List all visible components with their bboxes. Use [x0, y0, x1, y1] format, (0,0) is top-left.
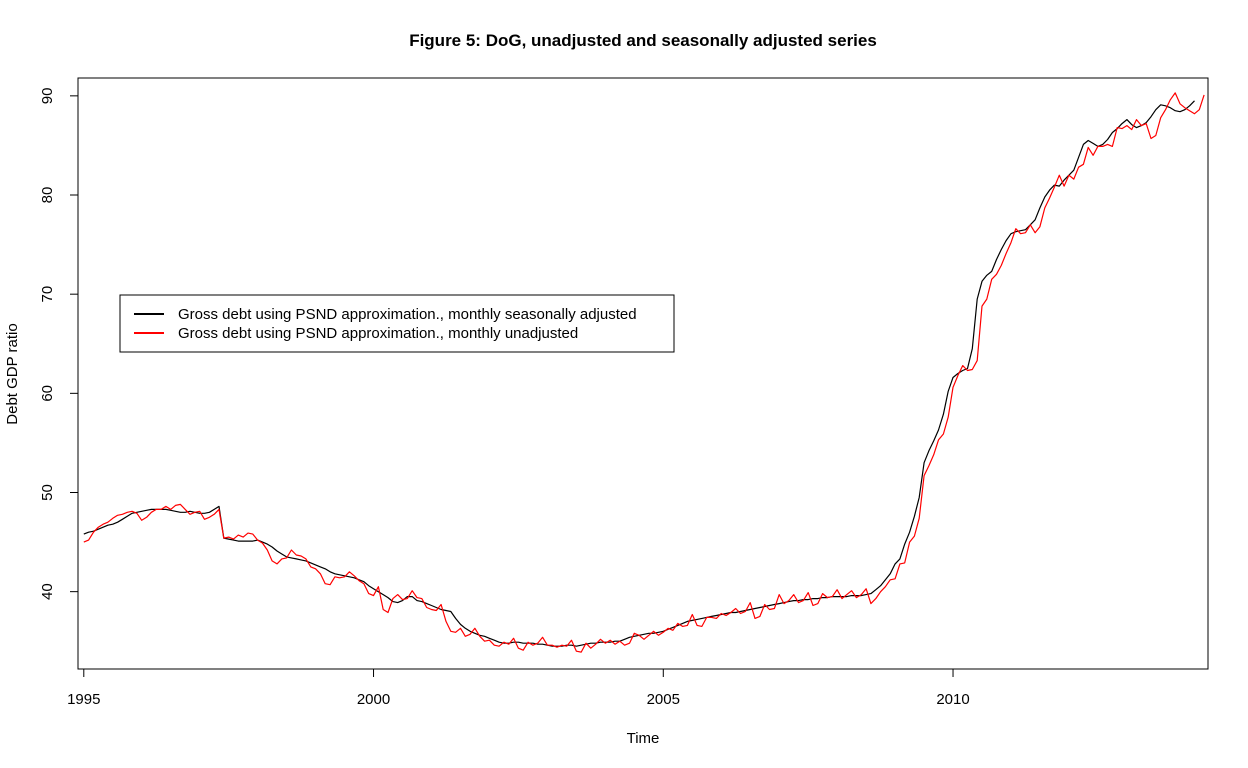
y-axis: 40 50 60 70 80 90 — [39, 88, 79, 600]
legend-label-unadjusted: Gross debt using PSND approximation., mo… — [178, 325, 578, 342]
y-tick-label: 80 — [39, 187, 56, 204]
plot-frame — [77, 77, 1209, 670]
series-line-seasonally-adjusted — [83, 100, 1195, 647]
y-tick-label: 50 — [39, 484, 56, 501]
x-axis: 1995 2000 2005 2010 — [67, 668, 970, 708]
x-tick-label: 2010 — [936, 691, 969, 708]
y-tick-label: 60 — [39, 385, 56, 402]
legend: Gross debt using PSND approximation., mo… — [119, 294, 675, 353]
x-tick-label: 2005 — [647, 691, 680, 708]
y-tick-label: 70 — [39, 286, 56, 303]
x-tick-label: 2000 — [357, 691, 390, 708]
y-tick-label: 40 — [39, 583, 56, 600]
x-tick-label: 1995 — [67, 691, 100, 708]
chart-title: Figure 5: DoG, unadjusted and seasonally… — [409, 31, 877, 50]
series-line-unadjusted — [83, 92, 1205, 653]
series-layer — [83, 92, 1205, 653]
x-axis-label: Time — [627, 730, 660, 747]
legend-box — [119, 294, 675, 353]
y-axis-label: Debt GDP ratio — [4, 323, 21, 424]
y-tick-label: 90 — [39, 88, 56, 105]
legend-label-seasonally-adjusted: Gross debt using PSND approximation., mo… — [178, 306, 637, 323]
